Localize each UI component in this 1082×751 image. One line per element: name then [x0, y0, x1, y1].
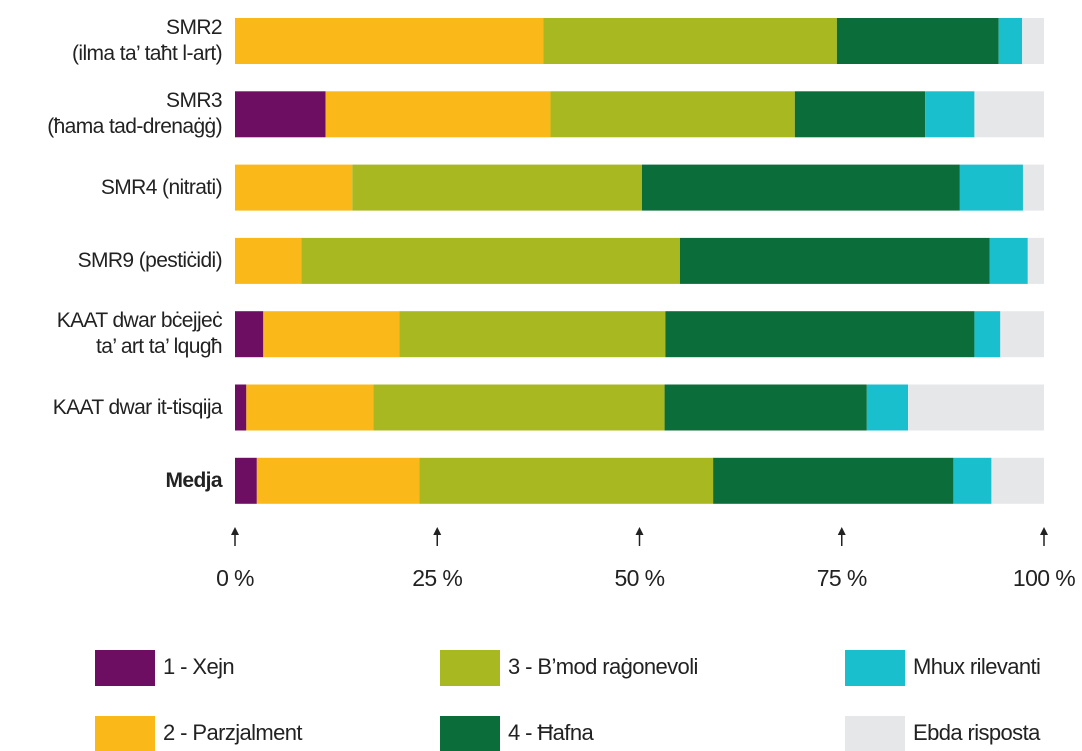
tick-arrow: [635, 527, 644, 535]
bar-segment: [235, 164, 353, 211]
bar-segment: [352, 164, 642, 211]
x-tick-label: 25 %: [412, 565, 462, 591]
category-label: KAAT dwar bċejjeċ ta’ art ta’ lqugħ: [56, 309, 223, 359]
legend-swatch: [95, 650, 155, 686]
bar-segment: [959, 164, 1023, 211]
x-tick-label: 100 %: [1013, 565, 1075, 591]
bar-segment: [419, 457, 714, 504]
legend-label: 3 - B’mod raġonevoli: [508, 654, 698, 679]
bar-segment: [679, 237, 990, 284]
category-label: SMR3 (ħama tad-drenaġġ): [47, 89, 222, 139]
bar-segment: [263, 311, 400, 358]
bar-segment: [399, 311, 666, 358]
legend-label: Ebda risposta: [913, 720, 1041, 745]
bar-segment: [974, 91, 1044, 138]
bar-segment: [550, 91, 795, 138]
tick-arrow: [433, 527, 442, 535]
bar-segment: [1000, 311, 1044, 358]
bar-segment: [866, 384, 909, 431]
bar-segment: [1022, 164, 1044, 211]
bar-segment: [235, 91, 326, 138]
x-tick-label: 0 %: [216, 565, 254, 591]
legend-label: Mhux rilevanti: [913, 654, 1040, 679]
bar-segment: [664, 384, 867, 431]
bar-segment: [325, 91, 551, 138]
bar-segment: [953, 457, 992, 504]
legend-label: 2 - Parzjalment: [163, 720, 302, 745]
bar-segment: [794, 91, 926, 138]
category-label: SMR4 (nitrati): [100, 175, 223, 199]
legend-swatch: [95, 716, 155, 751]
legend-label: 4 - Ħafna: [508, 720, 594, 745]
bar-segment: [235, 237, 302, 284]
x-tick-label: 50 %: [614, 565, 664, 591]
bar-segment: [235, 384, 247, 431]
bar-segment: [235, 311, 264, 358]
bar-segment: [235, 18, 544, 64]
category-label: SMR9 (pestiċidi): [77, 248, 223, 272]
category-label: KAAT dwar it-tisqija: [52, 395, 223, 419]
tick-arrow: [837, 527, 846, 535]
legend-label: 1 - Xejn: [163, 654, 234, 679]
tick-arrow: [231, 527, 239, 535]
category-label: Medja: [165, 468, 222, 492]
bar-segment: [1022, 18, 1044, 64]
bar-segment: [836, 18, 999, 64]
bar-segment: [373, 384, 665, 431]
bar-segment: [974, 311, 1001, 358]
bar-segment: [713, 457, 954, 504]
bar-segment: [641, 164, 960, 211]
bar-segment: [908, 384, 1044, 431]
x-tick-label: 75 %: [817, 565, 867, 591]
bar-segment: [246, 384, 374, 431]
category-label: SMR2 (ilma ta’ taħt l-art): [72, 16, 223, 65]
bar-segment: [235, 457, 257, 504]
legend-swatch: [845, 650, 905, 686]
tick-arrow: [1040, 527, 1048, 535]
bar-segment: [998, 18, 1023, 64]
bar-segment: [989, 237, 1028, 284]
legend-swatch: [845, 716, 905, 751]
bar-segment: [991, 457, 1044, 504]
bar-segment: [301, 237, 680, 284]
bar-segment: [1027, 237, 1044, 284]
legend-swatch: [440, 650, 500, 686]
bar-segment: [543, 18, 837, 64]
bar-segment: [925, 91, 975, 138]
bar-segment: [665, 311, 975, 358]
legend-swatch: [440, 716, 500, 751]
bar-segment: [256, 457, 420, 504]
